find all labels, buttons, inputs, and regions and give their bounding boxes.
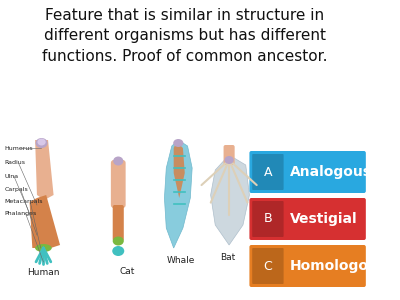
Text: Human: Human — [27, 268, 60, 277]
Polygon shape — [211, 155, 250, 245]
Text: C: C — [264, 260, 272, 272]
Text: Humerus: Humerus — [5, 146, 33, 151]
FancyBboxPatch shape — [111, 160, 126, 208]
FancyBboxPatch shape — [250, 245, 366, 287]
Text: Radius: Radius — [5, 160, 26, 166]
FancyBboxPatch shape — [252, 248, 284, 284]
Text: Bat: Bat — [220, 253, 235, 262]
Text: Whale: Whale — [167, 256, 195, 265]
Polygon shape — [35, 140, 54, 200]
Text: Phalanges: Phalanges — [5, 211, 37, 215]
FancyBboxPatch shape — [252, 154, 284, 190]
Text: Metacarpals: Metacarpals — [5, 199, 43, 203]
Polygon shape — [174, 142, 185, 198]
Text: Vestigial: Vestigial — [290, 212, 358, 226]
FancyBboxPatch shape — [250, 151, 366, 193]
Ellipse shape — [113, 236, 124, 245]
Ellipse shape — [38, 139, 46, 145]
Text: A: A — [264, 166, 272, 178]
Text: Ulna: Ulna — [5, 173, 19, 178]
FancyBboxPatch shape — [250, 198, 366, 240]
Ellipse shape — [113, 157, 123, 166]
Text: Carpals: Carpals — [5, 188, 28, 193]
Ellipse shape — [112, 246, 124, 256]
Ellipse shape — [224, 156, 234, 164]
FancyBboxPatch shape — [224, 145, 235, 165]
Ellipse shape — [35, 244, 52, 252]
FancyBboxPatch shape — [113, 205, 124, 241]
Text: B: B — [264, 212, 272, 226]
FancyBboxPatch shape — [252, 201, 284, 237]
Ellipse shape — [36, 138, 48, 148]
Text: Homologous: Homologous — [290, 259, 387, 273]
Polygon shape — [164, 140, 192, 248]
Ellipse shape — [173, 139, 183, 147]
Text: Analogous: Analogous — [290, 165, 372, 179]
Text: Cat: Cat — [120, 267, 135, 276]
Polygon shape — [30, 195, 60, 248]
Text: Feature that is similar in structure in
different organisms but has different
fu: Feature that is similar in structure in … — [42, 8, 328, 64]
